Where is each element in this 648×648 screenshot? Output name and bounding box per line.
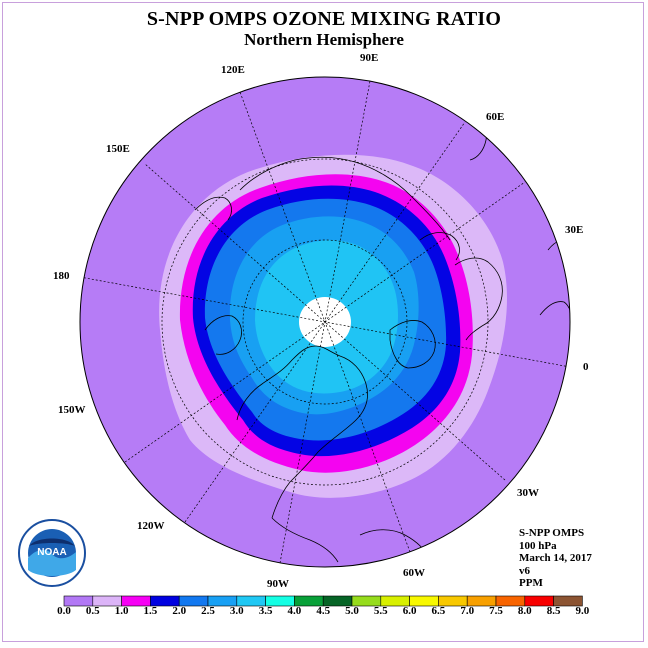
- coast-africa: [539, 301, 570, 331]
- lon-label-30w: 30W: [517, 487, 539, 499]
- colorbar-tick-label: 0.0: [57, 605, 71, 617]
- colorbar-tick-label: 3.0: [229, 605, 244, 617]
- coast-central-america: [271, 517, 339, 563]
- colorbar-tick-label: 9.0: [575, 605, 590, 617]
- graticule: [80, 80, 570, 564]
- coast-kamchatka: [194, 196, 232, 221]
- coastlines: [194, 109, 570, 566]
- map-title: S-NPP OMPS OZONE MIXING RATIO: [146, 8, 502, 30]
- info-instrument: S-NPP OMPS: [519, 527, 585, 539]
- lon-label-180: 180: [53, 270, 70, 282]
- colorbar-tick-label: 8.0: [517, 605, 532, 617]
- info-date: March 14, 2017: [519, 552, 592, 564]
- colorbar-tick-label: 6.0: [402, 605, 417, 617]
- lon-label-0: 0: [583, 361, 589, 373]
- colorbar-tick-label: 7.0: [460, 605, 475, 617]
- colorbar-tick-label: 2.5: [201, 605, 215, 617]
- colorbar-tick-label: 4.5: [316, 605, 331, 617]
- colorbar-tick-labels: 0.0 0.5 1.0 1.5 2.0 2.5 3.0 3.5 4.0 4.5 5.0 5.5 6.0 6…: [0, 605, 648, 619]
- noaa-logo: NOAA: [18, 519, 86, 587]
- colorbar-swatch: [553, 595, 583, 607]
- colorbar-tick-label: 3.5: [258, 605, 273, 617]
- product-info: S-NPP OMPS 100 hPa March 14, 2017 v6 PPM: [519, 527, 592, 590]
- colorbar-tick-label: 6.5: [431, 605, 446, 617]
- meridian-120e-60w: [239, 91, 411, 553]
- figure-frame: [2, 2, 644, 642]
- colorbar: [63, 595, 583, 607]
- colorbar-tick-label: 5.5: [373, 605, 388, 617]
- colorbar-tick-label: 2.0: [172, 605, 187, 617]
- lon-label-30e: 30E: [565, 224, 583, 236]
- latitude-circle-60n: [242, 239, 408, 405]
- colorbar-tick-label: 1.0: [114, 605, 129, 617]
- info-level: 100 hPa: [519, 539, 557, 552]
- colorbar-tick-label: 1.5: [143, 605, 158, 617]
- lon-label-150w: 150W: [58, 404, 86, 416]
- map-subtitle: Northern Hemisphere: [244, 30, 404, 49]
- colorbar-tick-label: 8.5: [546, 605, 561, 617]
- coast-north-america: [236, 345, 368, 519]
- lon-label-90e: 90E: [360, 52, 378, 64]
- lon-label-150e: 150E: [106, 143, 130, 155]
- colorbar-tick-label: 5.0: [345, 605, 359, 617]
- lon-label-90w: 90W: [267, 578, 289, 590]
- info-version: v6: [519, 564, 530, 577]
- latitude-circle-30n: [161, 158, 489, 486]
- colorbar-tick-label: 7.5: [489, 605, 503, 617]
- info-units: PPM: [519, 577, 543, 589]
- lon-label-120w: 120W: [137, 520, 165, 532]
- colorbar-tick-label: 0.5: [85, 605, 100, 617]
- noaa-logo-text: NOAA: [37, 547, 66, 558]
- ozone-contours: [159, 154, 507, 498]
- coast-europe: [454, 257, 503, 341]
- colorbar-tick-label: 4.0: [287, 605, 302, 617]
- lon-label-60e: 60E: [486, 111, 504, 123]
- coast-scandinavia: [419, 232, 460, 261]
- lon-label-120e: 120E: [221, 64, 245, 76]
- coast-alaska: [204, 315, 242, 355]
- coast-greenland: [389, 320, 436, 369]
- lon-label-60w: 60W: [403, 567, 425, 579]
